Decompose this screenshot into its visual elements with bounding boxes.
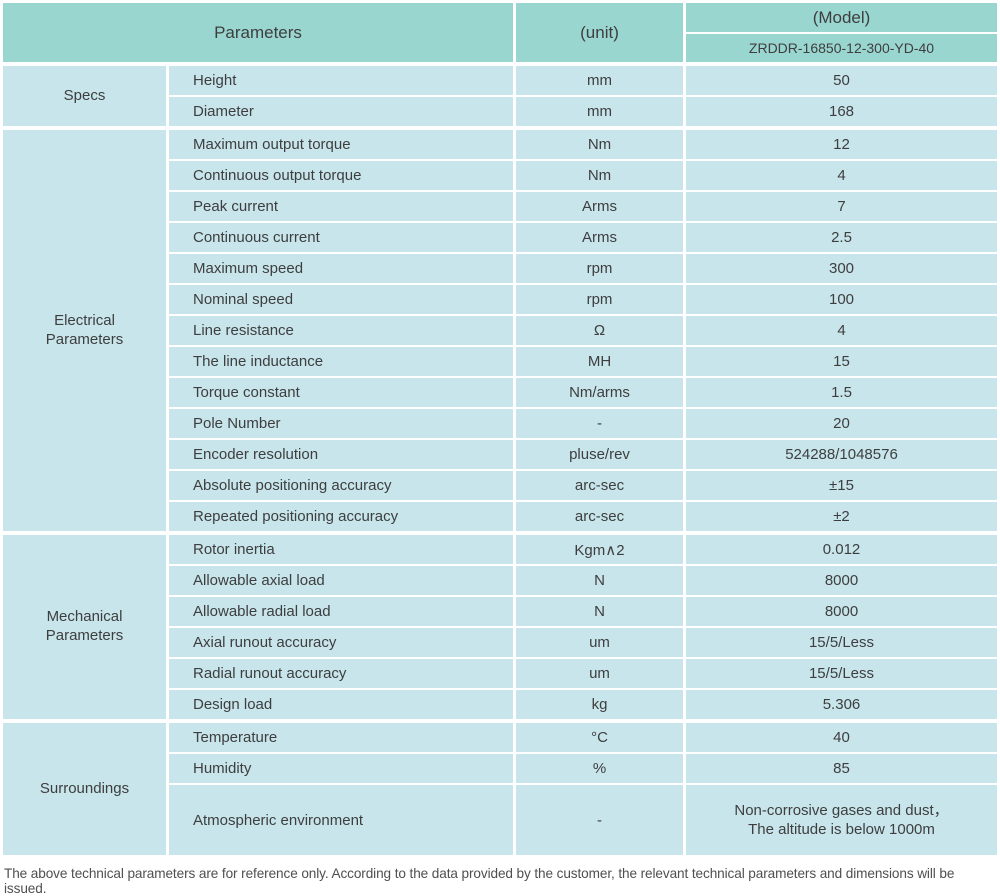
unit-cell: rpm	[516, 285, 683, 314]
unit-cell: N	[516, 597, 683, 626]
param-cell: Humidity	[169, 754, 513, 783]
value-cell: 4	[686, 316, 997, 345]
value-cell: 50	[686, 66, 997, 95]
value-cell: 12	[686, 130, 997, 159]
unit-cell: um	[516, 628, 683, 657]
param-cell: Peak current	[169, 192, 513, 221]
unit-cell: Arms	[516, 223, 683, 252]
unit-cell: %	[516, 754, 683, 783]
section-label: Mechanical Parameters	[3, 535, 166, 719]
value-cell: 300	[686, 254, 997, 283]
unit-cell: °C	[516, 723, 683, 752]
unit-cell: N	[516, 566, 683, 595]
param-cell: Continuous current	[169, 223, 513, 252]
header-model-value: ZRDDR-16850-12-300-YD-40	[748, 40, 935, 56]
param-cell: Temperature	[169, 723, 513, 752]
value-cell: 8000	[686, 566, 997, 595]
table-section: Mechanical Parameters Rotor inertia Kgm∧2 0…	[3, 535, 997, 719]
value-cell: 524288/1048576	[686, 440, 997, 469]
unit-cell: mm	[516, 66, 683, 95]
header-unit: (unit)	[516, 3, 683, 62]
param-cell: Repeated positioning accuracy	[169, 502, 513, 531]
value-cell: 168	[686, 97, 997, 126]
param-cell: Height	[169, 66, 513, 95]
unit-cell: kg	[516, 690, 683, 719]
unit-cell: -	[516, 785, 683, 855]
param-cell: Encoder resolution	[169, 440, 513, 469]
table-body: Specs Height mm 50 Diameter mm 168 Electrical P…	[3, 66, 997, 855]
param-cell: The line inductance	[169, 347, 513, 376]
header-model-label: (Model)	[686, 3, 997, 34]
value-cell: 20	[686, 409, 997, 438]
table-section: Surroundings Temperature °C 40 Humidity% 85 At…	[3, 723, 997, 855]
unit-cell: um	[516, 659, 683, 688]
unit-cell: Nm	[516, 161, 683, 190]
value-cell: 15/5/Less	[686, 659, 997, 688]
value-cell: 7	[686, 192, 997, 221]
param-cell: Radial runout accuracy	[169, 659, 513, 688]
table-header: Parameters (unit) (Model) ZRDDR-16850-12…	[3, 3, 997, 62]
unit-cell: Nm/arms	[516, 378, 683, 407]
param-cell: Line resistance	[169, 316, 513, 345]
value-cell: 0.012	[686, 535, 997, 564]
value-cell: Non-corrosive gases and dust， The altitu…	[686, 785, 997, 855]
unit-cell: Ω	[516, 316, 683, 345]
section-label: Electrical Parameters	[3, 130, 166, 531]
unit-cell: -	[516, 409, 683, 438]
param-cell: Maximum speed	[169, 254, 513, 283]
unit-cell: Kgm∧2	[516, 535, 683, 564]
table-section: Specs Height mm 50 Diameter mm 168	[3, 66, 997, 126]
param-cell: Design load	[169, 690, 513, 719]
value-cell: 2.5	[686, 223, 997, 252]
param-cell: Allowable radial load	[169, 597, 513, 626]
param-cell: Pole Number	[169, 409, 513, 438]
param-cell: Nominal speed	[169, 285, 513, 314]
value-cell: 40	[686, 723, 997, 752]
param-cell: Allowable axial load	[169, 566, 513, 595]
section-label: Specs	[3, 66, 166, 126]
value-cell: 15/5/Less	[686, 628, 997, 657]
unit-cell: pluse/rev	[516, 440, 683, 469]
table-section: Electrical Parameters Maximum output torq…	[3, 130, 997, 531]
unit-cell: arc-sec	[516, 502, 683, 531]
param-cell: Atmospheric environment	[169, 785, 513, 855]
value-cell: 1.5	[686, 378, 997, 407]
unit-cell: rpm	[516, 254, 683, 283]
unit-cell: Nm	[516, 130, 683, 159]
spec-table: Parameters (unit) (Model) ZRDDR-16850-12…	[3, 3, 997, 855]
value-cell: ±2	[686, 502, 997, 531]
unit-cell: Arms	[516, 192, 683, 221]
param-cell: Absolute positioning accuracy	[169, 471, 513, 500]
unit-cell: arc-sec	[516, 471, 683, 500]
section-label: Surroundings	[3, 723, 166, 855]
param-cell: Maximum output torque	[169, 130, 513, 159]
footer-disclaimer: The above technical parameters are for r…	[4, 866, 955, 896]
param-cell: Diameter	[169, 97, 513, 126]
unit-cell: mm	[516, 97, 683, 126]
value-cell: 85	[686, 754, 997, 783]
value-cell: 8000	[686, 597, 997, 626]
value-cell: 4	[686, 161, 997, 190]
header-parameters: Parameters	[3, 3, 513, 62]
unit-cell: MH	[516, 347, 683, 376]
value-cell: 5.306	[686, 690, 997, 719]
value-cell: ±15	[686, 471, 997, 500]
param-cell: Torque constant	[169, 378, 513, 407]
param-cell: Axial runout accuracy	[169, 628, 513, 657]
value-cell: 100	[686, 285, 997, 314]
value-cell: 15	[686, 347, 997, 376]
param-cell: Rotor inertia	[169, 535, 513, 564]
header-model: (Model) ZRDDR-16850-12-300-YD-40	[686, 3, 997, 62]
param-cell: Continuous output torque	[169, 161, 513, 190]
